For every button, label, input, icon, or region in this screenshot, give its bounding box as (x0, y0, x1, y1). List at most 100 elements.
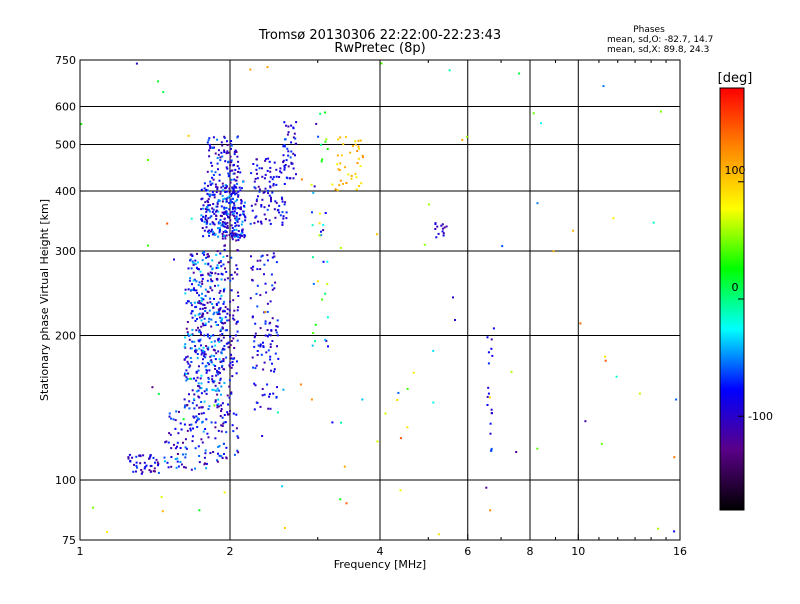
data-point (203, 355, 206, 358)
data-point (615, 375, 618, 378)
data-point (185, 373, 188, 375)
data-point (234, 168, 237, 171)
data-point (261, 198, 264, 201)
data-point (215, 304, 218, 306)
data-point (209, 301, 212, 304)
data-point (198, 509, 201, 512)
data-point (225, 270, 228, 273)
data-point (202, 349, 205, 352)
data-point (213, 340, 216, 343)
data-point (217, 199, 220, 202)
data-point (202, 313, 205, 316)
data-point (436, 225, 439, 228)
data-point (292, 136, 295, 139)
data-point (229, 170, 232, 173)
data-point (240, 187, 243, 190)
data-point (192, 271, 195, 274)
data-point (209, 271, 212, 274)
data-point (184, 292, 187, 295)
data-point (221, 416, 224, 419)
data-point (221, 322, 224, 324)
data-point (232, 212, 235, 215)
data-point (195, 329, 198, 332)
data-point (260, 353, 263, 356)
data-point (485, 486, 488, 489)
data-point (236, 219, 239, 222)
data-point (350, 174, 353, 177)
data-point (236, 165, 239, 168)
data-point (214, 284, 216, 287)
data-point (221, 402, 224, 405)
data-point (266, 329, 269, 331)
data-point (256, 305, 259, 308)
data-point (185, 369, 188, 372)
data-point (221, 237, 224, 240)
data-point (173, 258, 175, 261)
data-point (321, 298, 324, 301)
data-point (230, 289, 233, 292)
data-point (165, 440, 168, 443)
data-point (280, 171, 283, 174)
data-point (194, 259, 197, 262)
data-point (218, 445, 221, 448)
data-point (276, 386, 278, 389)
data-point (199, 270, 202, 273)
data-point (222, 327, 224, 330)
data-point (275, 175, 278, 178)
data-point (251, 356, 254, 359)
data-point (229, 213, 232, 216)
data-point (162, 91, 165, 94)
data-point (215, 209, 218, 212)
data-point (224, 212, 226, 215)
x-axis-ticks: 1 2 4 6 8 10 16 (77, 60, 687, 558)
data-point (489, 422, 492, 425)
data-point (256, 259, 259, 262)
data-point (292, 152, 295, 155)
data-point (195, 280, 198, 283)
data-point (219, 377, 222, 380)
data-point (217, 227, 220, 230)
data-point (203, 350, 206, 353)
data-point (211, 182, 214, 185)
data-point (221, 194, 224, 197)
data-point (219, 227, 221, 230)
data-point (264, 311, 267, 313)
data-point (235, 219, 238, 222)
data-point (195, 404, 198, 407)
data-point (226, 226, 229, 229)
x-tick-label: 4 (377, 545, 384, 558)
data-point (206, 208, 209, 211)
data-point (153, 467, 156, 470)
data-point (294, 142, 297, 145)
data-point (204, 262, 207, 265)
data-point (274, 216, 277, 219)
data-point (396, 399, 399, 401)
data-point (201, 280, 204, 283)
data-point (221, 360, 224, 363)
data-point (233, 318, 236, 321)
data-point (201, 351, 204, 354)
data-point (176, 460, 179, 463)
data-point (207, 217, 210, 220)
data-point (225, 185, 228, 188)
data-point (234, 207, 237, 210)
y-tick-label: 750 (55, 54, 76, 67)
data-point (254, 384, 257, 387)
data-point (223, 207, 226, 210)
data-point (196, 261, 199, 264)
data-point (206, 333, 209, 336)
data-point (135, 62, 138, 65)
data-point (195, 390, 198, 393)
data-point (263, 263, 266, 266)
data-point (267, 189, 270, 192)
data-point (263, 213, 266, 216)
data-point (214, 171, 217, 174)
data-point (257, 185, 260, 188)
data-point (224, 223, 227, 226)
data-point (253, 186, 256, 189)
data-point (209, 223, 212, 226)
data-point (220, 294, 223, 297)
data-point (281, 221, 284, 224)
data-point (331, 421, 334, 424)
data-point (212, 230, 214, 233)
